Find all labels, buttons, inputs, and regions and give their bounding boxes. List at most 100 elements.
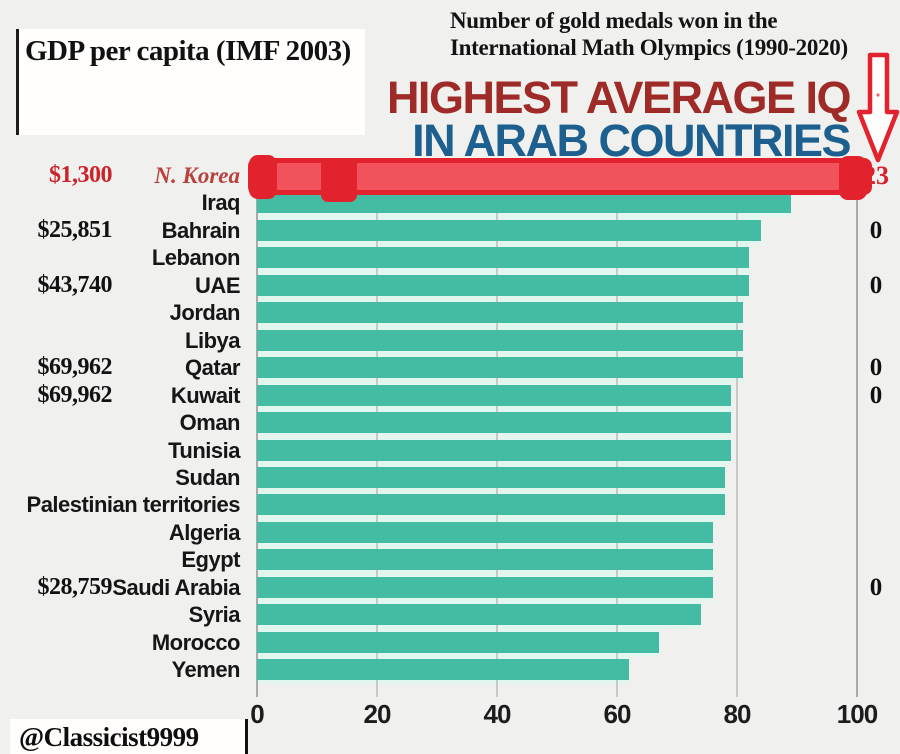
country-label: Yemen — [171, 657, 241, 683]
gdp-note-title: GDP per capita (IMF 2003) — [25, 35, 351, 67]
country-label: Iraq — [201, 190, 241, 216]
iq-bar — [257, 466, 725, 488]
watermark-text: @Classicist9999 — [19, 722, 199, 752]
iq-bar — [257, 192, 791, 214]
iq-bar — [257, 659, 629, 681]
gdp-value: $69,962 — [37, 381, 113, 408]
country-label: Tunisia — [168, 437, 240, 463]
chart-row: Tunisia — [0, 437, 900, 464]
iq-bar — [257, 631, 659, 653]
gdp-note-box: GDP per capita (IMF 2003) — [16, 29, 365, 135]
gridline — [736, 162, 738, 697]
bar-track — [257, 628, 659, 657]
country-label: Qatar — [185, 355, 240, 381]
country-label: Palestinian territories — [26, 492, 241, 518]
chart-row: $69,962 Qatar 0 — [0, 354, 900, 381]
country-label: Lebanon — [151, 245, 241, 271]
iq-bar — [257, 521, 713, 543]
medal-count: 0 — [869, 573, 883, 601]
bar-track — [257, 381, 731, 410]
country-label: Jordan — [169, 300, 241, 326]
chart-title: HIGHEST AVERAGE IQ IN ARAB COUNTRIES — [386, 72, 852, 163]
bar-track — [257, 463, 725, 492]
country-label: Egypt — [181, 547, 240, 573]
chart-row: Libya — [0, 327, 900, 354]
bar-track — [257, 271, 749, 300]
scribble-blob — [321, 158, 357, 202]
chart-row: Morocco — [0, 629, 900, 656]
gridline — [256, 162, 258, 697]
gridline — [616, 162, 618, 697]
bar-track — [257, 299, 743, 327]
iq-bar — [257, 329, 743, 351]
chart-row: $69,962 Kuwait 0 — [0, 382, 900, 409]
red-down-arrow-icon — [856, 52, 900, 163]
chart-title-line1: HIGHEST AVERAGE IQ — [386, 72, 852, 123]
gdp-value: $69,962 — [37, 354, 113, 381]
bar-track — [257, 518, 713, 547]
iq-bar — [257, 302, 743, 324]
bar-track — [257, 573, 713, 602]
medals-note-line2: International Math Olympics (1990-2020) — [450, 35, 848, 60]
medal-count: 0 — [869, 354, 883, 382]
gridline — [856, 162, 858, 697]
chart-row: $43,740 UAE 0 — [0, 272, 900, 299]
x-tick-label: 100 — [836, 699, 878, 729]
iq-bar — [257, 384, 731, 406]
chart-row: Algeria — [0, 519, 900, 546]
iq-bar — [257, 576, 713, 598]
medal-count: 23 — [863, 161, 889, 190]
medals-note-line1: Number of gold medals won in the — [450, 8, 778, 33]
chart-row: Jordan — [0, 299, 900, 326]
bar-track — [257, 354, 743, 382]
gridline — [496, 162, 498, 697]
iq-bar — [257, 494, 725, 516]
chart-row: Syria — [0, 601, 900, 628]
x-tick-label: 0 — [250, 699, 264, 729]
bar-track — [257, 436, 731, 464]
bar-track — [257, 244, 749, 272]
chart-row: $25,851 Bahrain 0 — [0, 217, 900, 244]
country-label: Syria — [188, 602, 241, 628]
country-label: Bahrain — [161, 217, 241, 243]
bar-track — [257, 189, 791, 217]
bar-track — [257, 326, 743, 355]
country-label: N. Korea — [154, 163, 240, 188]
x-tick-label: 60 — [603, 699, 632, 729]
bar-track — [257, 216, 761, 245]
chart-row: Palestinian territories — [0, 491, 900, 518]
gridline — [376, 162, 378, 697]
iq-bar — [257, 274, 749, 296]
x-tick-label: 20 — [363, 699, 392, 729]
iq-bar — [257, 219, 761, 241]
gdp-value: $1,300 — [49, 162, 113, 188]
chart-row: Yemen — [0, 656, 900, 683]
country-label: UAE — [195, 272, 240, 298]
bar-track — [257, 546, 713, 574]
iq-bar — [257, 439, 731, 461]
country-label: Libya — [185, 327, 240, 353]
chart-row: $28,759 Saudi Arabia 0 — [0, 574, 900, 601]
bar-track — [257, 491, 725, 519]
chart-row: $1,300 N. Korea 23 — [0, 155, 900, 202]
chart-row: Lebanon — [0, 244, 900, 271]
chart-row: Egypt — [0, 546, 900, 573]
chart-row: Iraq — [0, 189, 900, 216]
country-label: Morocco — [151, 629, 241, 655]
medal-count: 0 — [869, 216, 883, 244]
iq-bar — [257, 604, 701, 626]
country-label: Oman — [179, 410, 241, 436]
iq-bar — [257, 412, 731, 434]
country-label: Sudan — [175, 464, 240, 490]
watermark-box: @Classicist9999 — [10, 719, 248, 754]
x-tick-label: 40 — [483, 699, 512, 729]
bar-track — [257, 409, 731, 437]
bar-track — [257, 601, 701, 629]
iq-bar — [257, 357, 743, 379]
iq-bar — [257, 549, 713, 571]
x-tick-label: 80 — [723, 699, 752, 729]
gdp-value: $28,759 — [37, 573, 113, 600]
medals-note: Number of gold medals won in the Interna… — [450, 7, 896, 61]
medal-count: 0 — [869, 381, 883, 409]
